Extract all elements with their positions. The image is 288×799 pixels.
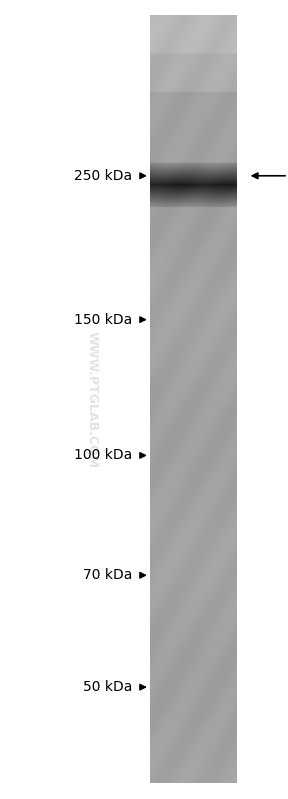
Text: 50 kDa: 50 kDa — [83, 680, 132, 694]
Text: 150 kDa: 150 kDa — [74, 312, 132, 327]
Text: 100 kDa: 100 kDa — [74, 448, 132, 463]
Text: 250 kDa: 250 kDa — [74, 169, 132, 183]
Text: WWW.PTGLAB.COM: WWW.PTGLAB.COM — [86, 331, 99, 468]
Text: 70 kDa: 70 kDa — [83, 568, 132, 582]
